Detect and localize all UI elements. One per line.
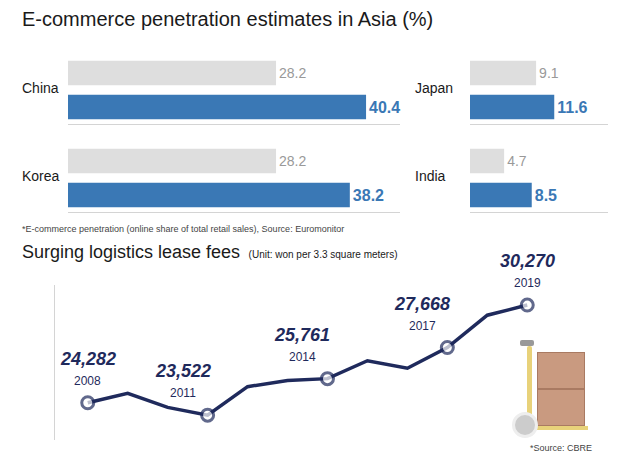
svg-text:11.6: 11.6 [557, 99, 587, 116]
svg-text:4.7: 4.7 [507, 153, 527, 169]
html-text:*E-commerce penetration (onlin: *E-commerce penetration (online share of… [22, 224, 345, 234]
svg-text:24,282: 24,282 [60, 349, 116, 369]
html-text:China: China [22, 80, 59, 96]
svg-text:30,270: 30,270 [500, 251, 555, 271]
svg-text:27,668: 27,668 [394, 294, 450, 314]
html-text:Surging logistics lease fees: Surging logistics lease fees [22, 242, 241, 262]
html-text:India: India [415, 168, 446, 184]
svg-text:28.2: 28.2 [279, 153, 306, 169]
svg-text:9.1: 9.1 [539, 65, 559, 81]
svg-text:38.2: 38.2 [353, 187, 384, 204]
html-text:Korea: Korea [22, 168, 60, 184]
html-text:*Source: CBRE: *Source: CBRE [530, 443, 592, 453]
svg-text:2017: 2017 [409, 319, 436, 333]
svg-text:2014: 2014 [289, 350, 316, 364]
svg-text:28.2: 28.2 [279, 65, 306, 81]
svg-text:23,522: 23,522 [155, 361, 211, 381]
html-text:(Unit: won per 3.3 square mete: (Unit: won per 3.3 square meters) [248, 249, 398, 260]
html-text:Japan: Japan [415, 80, 454, 96]
svg-text:25,761: 25,761 [274, 325, 330, 345]
html-text:E-commerce penetration estimat: E-commerce penetration estimates in Asia… [22, 8, 434, 30]
svg-text:2011: 2011 [170, 386, 196, 400]
svg-text:8.5: 8.5 [535, 187, 557, 204]
svg-text:2019: 2019 [514, 276, 541, 290]
svg-text:40.4: 40.4 [369, 99, 400, 116]
svg-text:2008: 2008 [74, 374, 101, 388]
